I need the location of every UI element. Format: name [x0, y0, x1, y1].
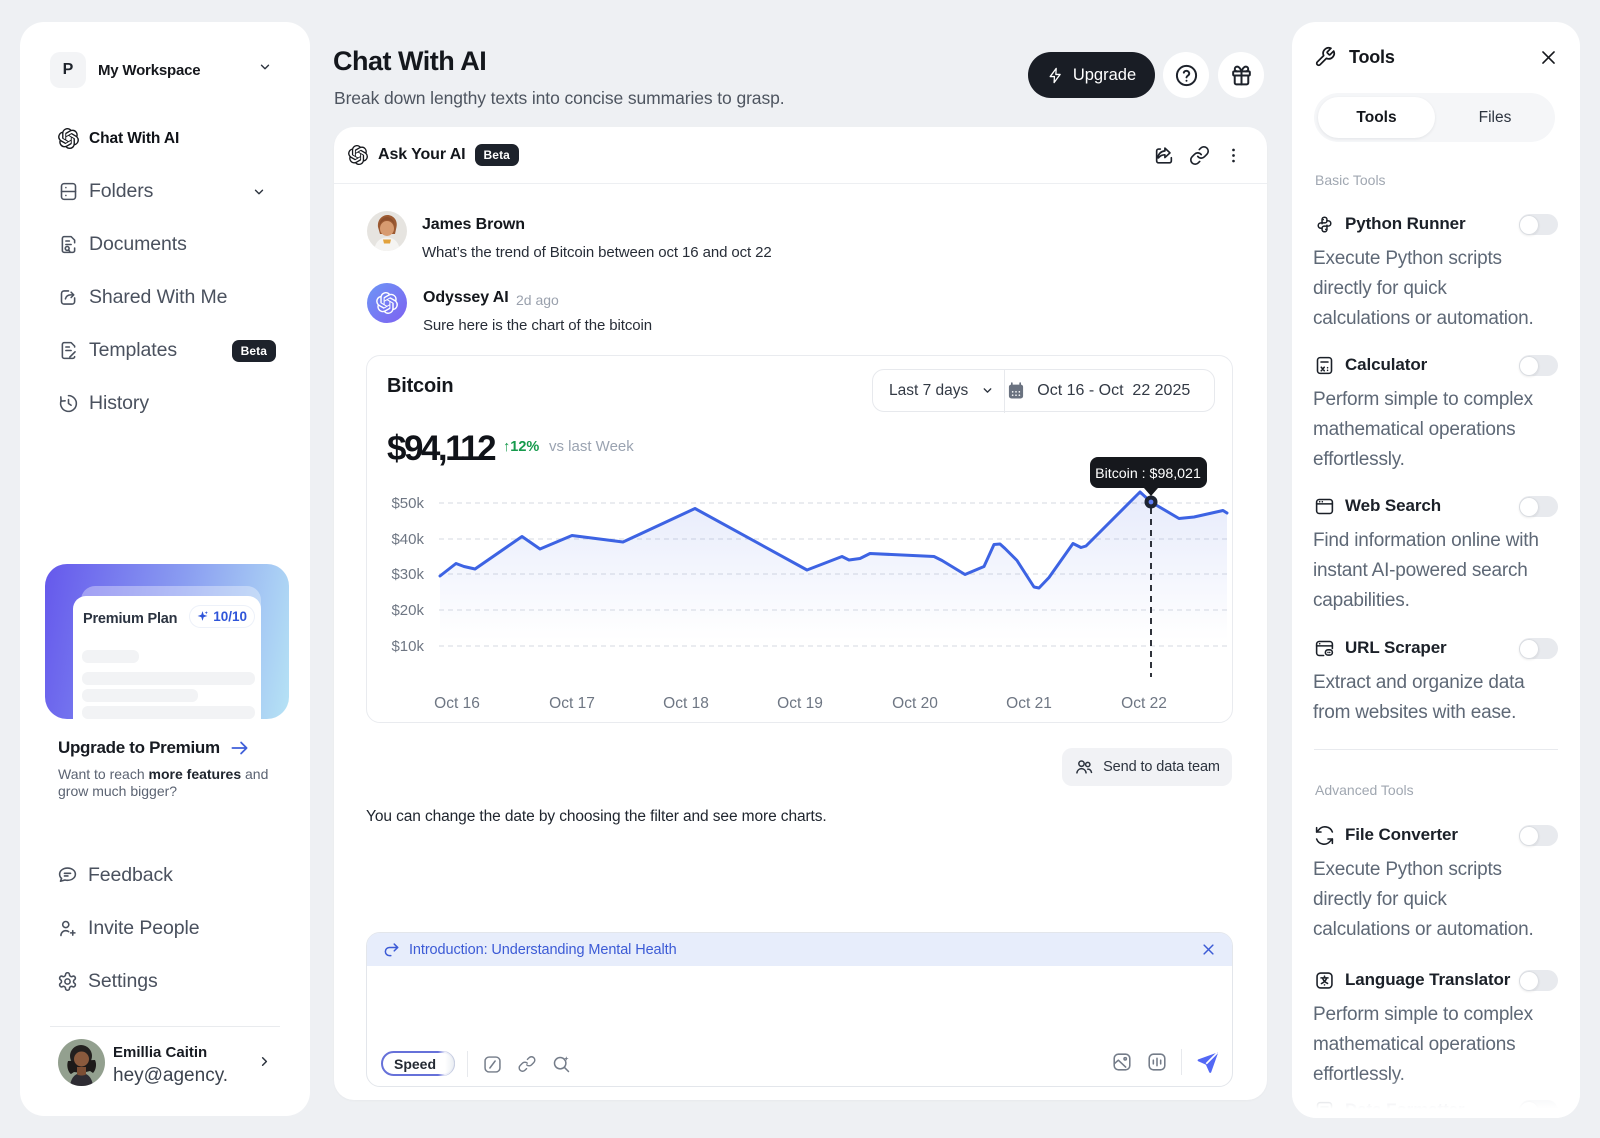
svg-text:Oct 17: Oct 17 [549, 695, 595, 712]
svg-text:$20k: $20k [391, 602, 424, 619]
svg-text:Bitcoin : $98,021: Bitcoin : $98,021 [1095, 466, 1201, 482]
svg-text:$10k: $10k [391, 638, 424, 655]
svg-text:$40k: $40k [391, 531, 424, 548]
svg-text:Oct 22: Oct 22 [1121, 695, 1167, 712]
svg-text:$30k: $30k [391, 566, 424, 583]
svg-text:Oct 16: Oct 16 [434, 695, 480, 712]
svg-text:Oct 18: Oct 18 [663, 695, 709, 712]
svg-text:Oct 19: Oct 19 [777, 695, 823, 712]
svg-text:Oct 21: Oct 21 [1006, 695, 1052, 712]
svg-text:Oct 20: Oct 20 [892, 695, 938, 712]
svg-text:$50k: $50k [391, 495, 424, 512]
